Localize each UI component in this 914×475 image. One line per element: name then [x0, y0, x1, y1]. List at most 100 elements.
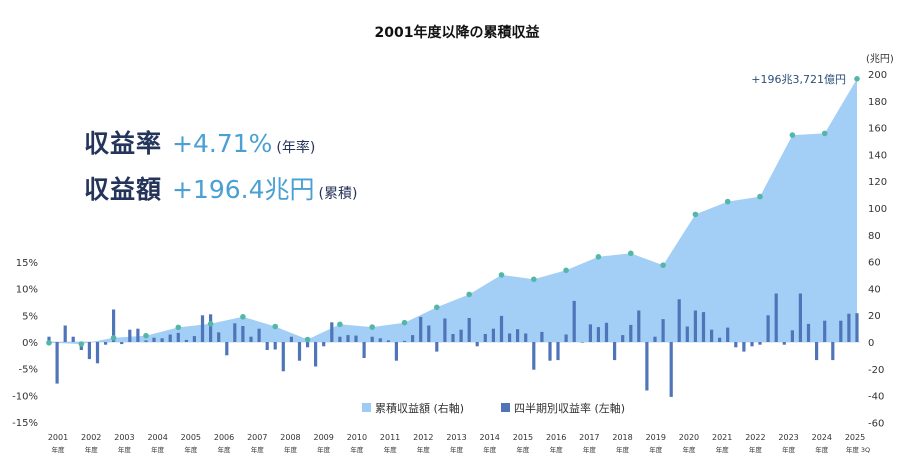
x-axis-year-sublabel: 年度 [550, 445, 564, 454]
quarterly-return-bar [613, 342, 617, 361]
cumulative-point-marker [628, 250, 634, 257]
x-axis-year-sublabel: 年度 [350, 445, 364, 454]
x-axis-year-label: 2014 [480, 433, 500, 442]
quarterly-return-bar [475, 342, 479, 347]
quarterly-return-bar [604, 322, 609, 342]
x-axis-year-label: 2013 [446, 433, 466, 442]
x-axis-year-label: 2005 [181, 433, 201, 442]
quarterly-return-bar [402, 340, 407, 342]
x-axis-year-sublabel: 年度 [317, 445, 331, 454]
quarterly-return-bar [516, 329, 520, 342]
return-rate-label: 収益率 [84, 129, 163, 158]
cumulative-point-marker [466, 291, 473, 298]
x-axis-year-sublabel: 年度 [251, 445, 265, 454]
cumulative-point-marker [272, 323, 279, 330]
quarterly-return-bar [144, 340, 148, 342]
x-axis-year-sublabel: 年度 [815, 445, 829, 454]
right-axis-tick-label: 60 [868, 258, 881, 269]
quarterly-return-bar [629, 324, 633, 342]
cumulative-point-marker [78, 341, 85, 347]
x-axis-year-sublabel: 年度 [284, 445, 298, 454]
quarterly-return-bar [499, 315, 504, 342]
cumulative-point-marker [724, 198, 731, 205]
x-axis-year-label: 2019 [646, 433, 666, 442]
return-amount-note: (累積) [318, 186, 358, 202]
cumulative-point-marker [434, 304, 440, 311]
quarterly-return-bar [653, 336, 657, 342]
quarterly-return-bar [766, 315, 770, 342]
quarterly-return-bar [782, 342, 786, 345]
left-axis-tick-label: 0% [22, 338, 38, 349]
left-axis-tick-label: 15% [16, 258, 38, 269]
x-axis-year-label: 2006 [214, 433, 234, 442]
quarterly-return-bar [774, 293, 778, 342]
quarterly-return-bar [128, 329, 132, 342]
cumulative-area [49, 78, 857, 345]
x-axis-year-label: 2012 [413, 433, 433, 442]
quarterly-return-bar [378, 338, 382, 342]
x-axis-year-label: 2020 [679, 433, 699, 442]
cumulative-point-marker [401, 319, 408, 326]
quarterly-return-bar [847, 313, 851, 342]
quarterly-return-bar [459, 329, 463, 342]
axis-layer: 15%10%5%0%-5%-10%-15%2001801601401201008… [12, 70, 887, 454]
cumulative-point-marker [369, 324, 376, 330]
x-axis-year-sublabel: 年度 [151, 445, 165, 454]
return-rate-note: (年率) [276, 140, 316, 156]
cumulative-point-marker [595, 253, 602, 260]
cumulative-point-marker [175, 324, 182, 331]
right-axis-tick-label: 180 [868, 97, 887, 108]
quarterly-return-bar [540, 331, 544, 342]
quarterly-return-bar [160, 338, 164, 342]
cumulative-point-marker [821, 130, 828, 137]
quarterly-return-bar [427, 325, 431, 342]
quarterly-return-bar [71, 336, 75, 342]
quarterly-return-bar [661, 319, 665, 342]
x-axis-year-label: 2001 [48, 433, 68, 442]
quarterly-return-bar [572, 300, 576, 342]
quarterly-return-bar [209, 314, 213, 342]
cumulative-point-marker [207, 321, 214, 327]
quarterly-return-bar [831, 342, 835, 361]
quarterly-return-bar [370, 336, 374, 342]
quarterly-return-bar [451, 334, 455, 342]
right-axis-tick-label: 80 [868, 231, 881, 242]
quarterly-return-bar [87, 342, 91, 360]
quarterly-return-bar [104, 342, 108, 345]
quarterly-return-bar [346, 335, 350, 342]
x-axis-year-sublabel: 年度 [184, 445, 198, 454]
x-axis-year-label: 2010 [347, 433, 367, 442]
x-axis-year-label: 2024 [812, 433, 832, 442]
quarterly-return-bar [297, 342, 302, 361]
x-axis-year-sublabel: 年度 [85, 445, 99, 454]
quarterly-return-bar [693, 310, 697, 342]
quarterly-return-bar [362, 342, 366, 358]
right-axis-tick-label: -60 [868, 418, 884, 429]
cumulative-point-marker [110, 335, 117, 341]
left-axis-tick-label: 10% [16, 285, 38, 296]
x-axis-year-label: 2018 [612, 433, 632, 442]
quarterly-return-bar [669, 342, 673, 397]
quarterly-return-bar [685, 326, 689, 342]
x-axis-year-label: 2021 [712, 433, 732, 442]
x-axis-year-label: 2016 [546, 433, 566, 442]
x-axis-year-label: 2015 [513, 433, 533, 442]
quarterly-return-bar [241, 326, 245, 342]
quarterly-return-bar [47, 336, 51, 342]
right-axis-tick-label: 140 [868, 150, 887, 161]
right-axis-unit: (兆円) [866, 53, 894, 65]
cumulative-point-marker [240, 314, 246, 320]
quarterly-return-bar [306, 342, 310, 348]
x-axis-year-label: 2008 [280, 433, 300, 442]
right-axis-tick-label: 20 [868, 311, 881, 322]
x-axis-year-sublabel: 年度 [218, 445, 232, 454]
quarterly-return-bar [524, 333, 528, 342]
quarterly-return-bar [443, 318, 447, 342]
chart-title: 2001年度以降の累積収益 [374, 25, 540, 41]
x-axis-year-sublabel: 年度 [516, 445, 530, 454]
x-axis-year-label: 2004 [147, 433, 167, 442]
left-axis-tick-label: -10% [12, 391, 38, 402]
x-axis-year-label: 2003 [114, 433, 134, 442]
quarterly-return-bar [637, 310, 641, 342]
x-axis-year-label: 2025 [845, 433, 865, 442]
